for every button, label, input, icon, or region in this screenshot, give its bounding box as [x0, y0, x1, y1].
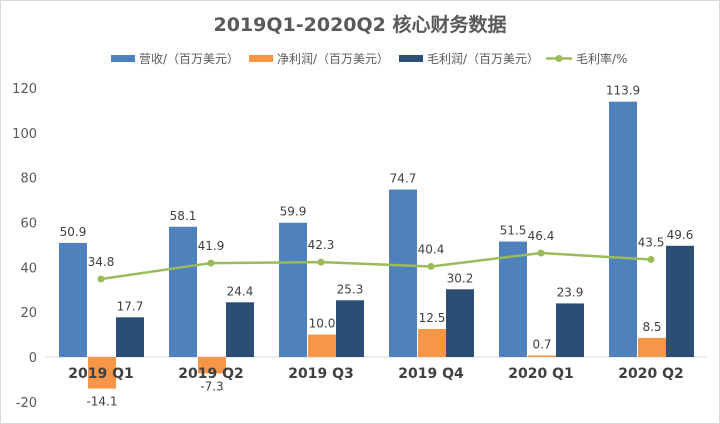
bar — [446, 289, 474, 357]
line-point — [427, 262, 435, 270]
y-tick-label: 120 — [12, 82, 37, 97]
legend-marker — [555, 55, 563, 62]
data-label: 8.5 — [642, 320, 661, 334]
line-data-label: 42.3 — [308, 238, 335, 252]
legend-swatch — [111, 55, 135, 62]
x-tick-label: 2019 Q2 — [178, 366, 243, 382]
legend-label: 毛利率/% — [576, 51, 627, 66]
data-label: 50.9 — [60, 225, 87, 239]
data-label: 12.5 — [419, 311, 446, 325]
bar — [418, 328, 446, 357]
data-label: 30.2 — [447, 271, 474, 285]
data-label: 113.9 — [606, 84, 640, 98]
legend-label: 营收/（百万美元） — [139, 52, 239, 66]
y-tick-label: 0 — [29, 351, 37, 366]
line-point — [97, 275, 105, 283]
y-tick-label: 40 — [20, 261, 37, 276]
bar — [59, 242, 87, 357]
data-label: 17.7 — [117, 299, 144, 313]
line-data-label: 46.4 — [528, 229, 555, 243]
bar — [389, 189, 417, 357]
bar — [88, 357, 116, 389]
data-label: 49.6 — [667, 228, 694, 242]
y-tick-label: 100 — [12, 127, 37, 142]
data-label: 25.3 — [337, 282, 364, 296]
data-label: 23.9 — [557, 285, 584, 299]
bar — [638, 337, 666, 357]
line-data-label: 40.4 — [418, 242, 445, 256]
bar — [226, 302, 254, 357]
bar — [336, 300, 364, 357]
data-label: 74.7 — [390, 172, 417, 186]
bar — [528, 355, 556, 357]
legend-swatch — [249, 55, 273, 62]
legend-label: 毛利润/（百万美元） — [427, 52, 539, 66]
line-series — [100, 251, 652, 281]
y-tick-label: 60 — [20, 217, 37, 232]
x-tick-label: 2019 Q1 — [68, 366, 133, 382]
line-point — [207, 259, 215, 267]
bar — [198, 357, 226, 374]
data-label: -7.3 — [200, 379, 223, 393]
bar — [279, 222, 307, 357]
bar — [169, 226, 197, 357]
data-label: -14.1 — [86, 395, 117, 409]
line-data-label: 34.8 — [88, 255, 115, 269]
line-data-label: 41.9 — [198, 239, 225, 253]
y-tick-label: -20 — [16, 396, 37, 411]
y-tick-label: 80 — [20, 172, 37, 187]
bar — [556, 303, 584, 357]
legend-swatch — [399, 55, 423, 62]
data-label: 58.1 — [170, 209, 197, 223]
line-point — [647, 255, 655, 263]
data-label: 51.5 — [500, 224, 527, 238]
data-label: 0.7 — [532, 337, 551, 351]
x-tick-label: 2019 Q3 — [288, 366, 353, 382]
bar — [609, 101, 637, 357]
bar — [116, 317, 144, 357]
bar — [666, 245, 694, 357]
data-label: 24.4 — [227, 284, 254, 298]
bar — [308, 334, 336, 357]
x-tick-label: 2019 Q4 — [398, 366, 464, 382]
data-label: 10.0 — [309, 317, 336, 331]
chart-title: 2019Q1-2020Q2 核心财务数据 — [213, 13, 506, 36]
bar — [499, 241, 527, 357]
data-label: 59.9 — [280, 205, 307, 219]
y-tick-label: 20 — [20, 306, 37, 321]
line-point — [317, 258, 325, 266]
line-point — [537, 249, 545, 257]
x-tick-label: 2020 Q1 — [508, 366, 573, 382]
line-data-label: 43.5 — [638, 235, 665, 249]
legend-label: 净利润/（百万美元） — [277, 52, 389, 66]
x-tick-label: 2020 Q2 — [618, 366, 683, 382]
